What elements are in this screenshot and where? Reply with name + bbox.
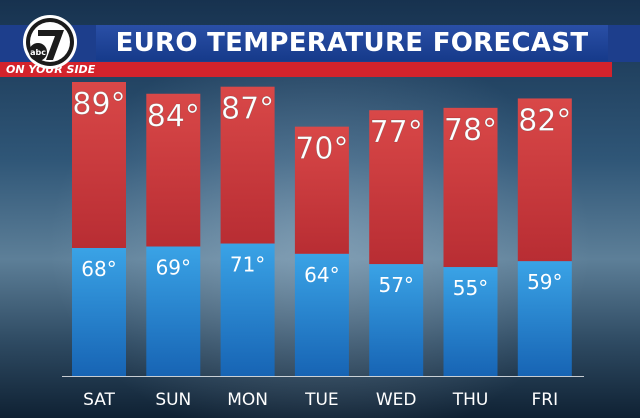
tagline-band: [0, 62, 612, 77]
day-label-sun: SUN: [155, 390, 191, 410]
high-temp-bar-mon: [220, 86, 275, 244]
high-temp-label-tue: 70°: [295, 132, 348, 167]
high-temp-bar-fri: [517, 98, 572, 262]
day-label-tue: TUE: [304, 390, 339, 410]
high-temp-label-thu: 78°: [444, 113, 497, 148]
low-temp-bar-sun: [146, 246, 201, 376]
low-temp-bar-thu: [443, 267, 498, 376]
tagline: ON YOUR SIDE: [6, 63, 96, 76]
low-temp-label-sat: 68°: [81, 257, 116, 281]
low-temp-bar-wed: [369, 264, 424, 376]
station-logo: abc: [23, 15, 77, 69]
high-temp-label-wed: 77°: [370, 115, 423, 150]
low-temp-bar-mon: [220, 243, 275, 376]
low-temp-label-tue: 64°: [304, 263, 339, 287]
high-temp-label-fri: 82°: [518, 103, 571, 138]
day-label-wed: WED: [376, 390, 417, 410]
high-temp-bar-sat: [72, 82, 126, 248]
chart-baseline: [62, 376, 584, 377]
high-temp-label-mon: 87°: [221, 92, 274, 127]
low-temp-label-fri: 59°: [527, 270, 562, 294]
high-temp-bar-thu: [443, 107, 498, 268]
day-label-mon: MON: [227, 390, 268, 410]
high-temp-label-sun: 84°: [147, 99, 200, 134]
high-temp-label-sat: 89°: [72, 87, 125, 122]
page-title: EURO TEMPERATURE FORECAST: [96, 25, 608, 61]
low-temp-label-sun: 69°: [156, 256, 191, 280]
day-label-thu: THU: [452, 390, 489, 410]
high-temp-bar-tue: [294, 126, 349, 254]
low-temp-bar-fri: [517, 261, 572, 376]
svg-text:abc: abc: [30, 48, 46, 57]
day-label-sat: SAT: [83, 390, 115, 410]
low-temp-label-wed: 57°: [378, 273, 413, 297]
low-temp-bar-sat: [72, 248, 126, 376]
low-temp-bar-tue: [294, 253, 349, 376]
high-temp-bar-wed: [369, 110, 424, 265]
day-label-fri: FRI: [531, 390, 558, 410]
high-temp-bar-sun: [146, 93, 201, 247]
low-temp-label-thu: 55°: [453, 276, 488, 300]
low-temp-label-mon: 71°: [230, 253, 265, 277]
